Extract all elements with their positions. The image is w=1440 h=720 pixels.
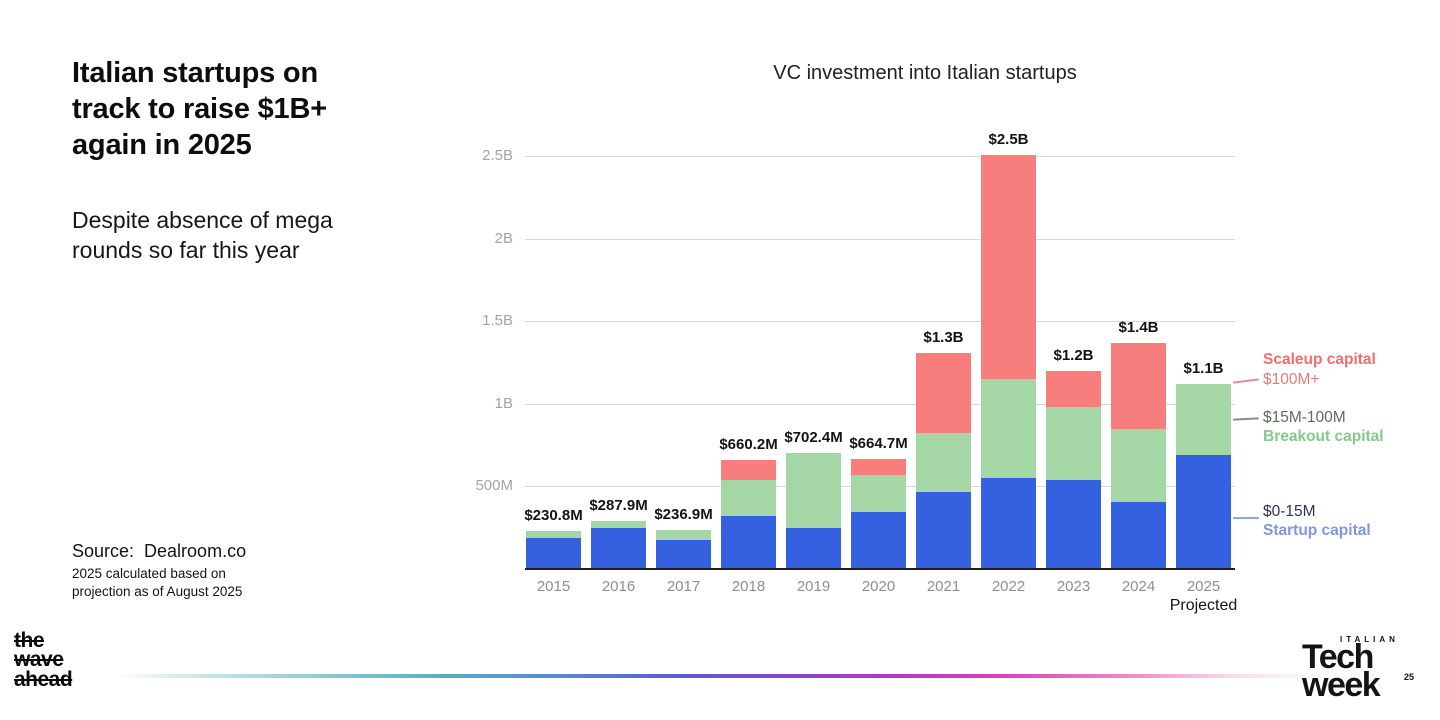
bar-total-label-2023: $1.2B <box>1053 346 1094 364</box>
legend-pointer-breakout <box>1232 417 1260 421</box>
wave-logo-line: wave <box>14 648 64 672</box>
source-note-line1: 2025 calculated based on <box>72 566 226 581</box>
bar-segment-2024-scaleup-capital <box>1111 342 1166 429</box>
bar-total-label-2018: $660.2M <box>719 435 778 453</box>
x-axis-tick-label-2022: 2022 <box>991 578 1026 595</box>
bar-segment-2016-breakout-capital <box>591 521 646 528</box>
bar-segment-2017-breakout-capital <box>656 529 711 541</box>
gridline <box>525 403 1235 405</box>
x-axis-line <box>525 568 1235 570</box>
bar-segment-2020-scaleup-capital <box>851 459 906 476</box>
bar-segment-2018-scaleup-capital <box>721 459 776 481</box>
y-axis-tick-label: 2.5B <box>482 147 513 164</box>
bar-segment-2022-scaleup-capital <box>981 155 1036 379</box>
bar-total-label-2022: $2.5B <box>988 131 1029 149</box>
wave-logo-line: ahead <box>14 667 73 691</box>
x-axis-tick-label-2015: 2015 <box>536 578 571 595</box>
legend-breakout-title: Breakout capital <box>1263 428 1384 445</box>
bar-segment-2020-startup-capital <box>851 512 906 569</box>
x-axis-tick-label-2020: 2020 <box>861 578 896 595</box>
bar-segment-2016-startup-capital <box>591 527 646 569</box>
y-axis-tick-label: 2B <box>494 229 513 247</box>
bar-total-label-2025: $1.1B <box>1183 359 1224 377</box>
wave-logo-line: the <box>14 629 45 652</box>
legend-pointer-startup <box>1233 517 1259 519</box>
bar-total-label-2021: $1.3B <box>923 328 964 346</box>
source-note-line2: projection as of August 2025 <box>72 583 243 599</box>
legend-pointer-scaleup <box>1232 378 1260 384</box>
bar-segment-2019-startup-capital <box>786 527 841 569</box>
bar-segment-2021-breakout-capital <box>916 433 971 492</box>
bar-segment-2018-breakout-capital <box>721 480 776 516</box>
x-axis-tick-label-2023: 2023 <box>1056 578 1091 595</box>
source-block: Source: Dealroom.co 2025 calculated base… <box>72 541 372 601</box>
bar-segment-2022-startup-capital <box>981 477 1036 569</box>
slide-headline: Italian startups on track to raise $1B+ … <box>72 57 327 161</box>
itw-logo-tech-text: Tech <box>1302 638 1374 676</box>
bar-segment-2023-startup-capital <box>1046 479 1101 569</box>
bar-segment-2022-breakout-capital <box>981 378 1036 478</box>
bar-segment-2015-startup-capital <box>526 537 581 569</box>
slide-subheadline: Despite absence of mega rounds so far th… <box>72 207 333 263</box>
bar-segment-2017-startup-capital <box>656 540 711 569</box>
itw-logo-week-text: week <box>1302 665 1381 704</box>
y-axis-tick-label: 1.5B <box>482 312 513 330</box>
y-axis-tick-label: 500M <box>475 477 513 495</box>
bar-segment-2021-scaleup-capital <box>916 352 971 434</box>
x-axis-tick-label-2025: 2025 <box>1186 578 1221 595</box>
bar-segment-2023-scaleup-capital <box>1046 370 1101 407</box>
bar-total-label-2016: $287.9M <box>589 497 648 515</box>
bar-segment-2019-breakout-capital <box>786 453 841 528</box>
itw-logo-25-badge: 25 <box>1404 672 1415 682</box>
gridline <box>525 156 1235 157</box>
legend-breakout-range: $15M-100M <box>1263 409 1346 426</box>
bar-total-label-2017: $236.9M <box>654 505 713 523</box>
bar-segment-2020-breakout-capital <box>851 475 906 512</box>
y-axis-tick-label: 1B <box>494 394 513 412</box>
bar-segment-2023-breakout-capital <box>1046 406 1101 480</box>
x-axis-tick-label-2017: 2017 <box>666 578 701 595</box>
gridline <box>525 238 1235 240</box>
bar-total-label-2024: $1.4B <box>1118 318 1159 336</box>
legend-startup-range: $0-15M <box>1263 503 1316 520</box>
bar-segment-2025-breakout-capital <box>1176 383 1231 455</box>
projected-note: Projected <box>1169 597 1238 614</box>
bar-total-label-2020: $664.7M <box>849 435 908 453</box>
itw-logo-italian-text: ITALIAN <box>1340 635 1399 644</box>
bar-segment-2021-startup-capital <box>916 492 971 569</box>
source-label: Source: Dealroom.co <box>72 541 247 561</box>
the-wave-ahead-logo: the wave ahead <box>14 629 73 691</box>
bar-segment-2018-startup-capital <box>721 515 776 569</box>
chart-title: VC investment into Italian startups <box>773 62 1077 84</box>
bar-total-label-2019: $702.4M <box>784 429 843 447</box>
bar-total-label-2015: $230.8M <box>524 506 583 524</box>
gridline <box>525 321 1235 323</box>
legend-scaleup-title: Scaleup capital <box>1263 351 1376 368</box>
bar-segment-2024-startup-capital <box>1111 501 1166 569</box>
gradient-divider <box>120 674 1330 678</box>
legend-startup-title: Startup capital <box>1263 522 1371 539</box>
x-axis-tick-label-2024: 2024 <box>1121 578 1156 595</box>
legend-scaleup-range: $100M+ <box>1263 371 1320 388</box>
x-axis-tick-label-2019: 2019 <box>796 578 831 595</box>
bar-segment-2015-breakout-capital <box>526 530 581 538</box>
bar-segment-2025-startup-capital <box>1176 454 1231 569</box>
bar-segment-2024-breakout-capital <box>1111 428 1166 502</box>
italian-tech-week-logo: ITALIAN Tech week 25 <box>1300 635 1420 704</box>
x-axis-tick-label-2021: 2021 <box>926 578 961 595</box>
x-axis-tick-label-2016: 2016 <box>601 578 636 595</box>
x-axis-tick-label-2018: 2018 <box>731 578 766 595</box>
